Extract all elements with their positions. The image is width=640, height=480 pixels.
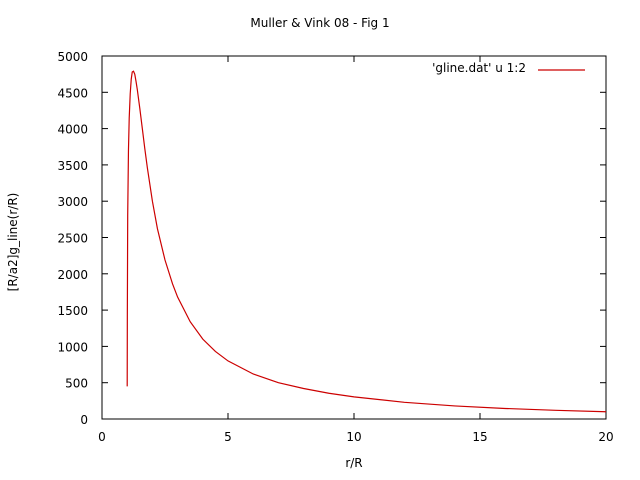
y-tick-label: 2500 <box>57 232 88 246</box>
chart-title: Muller & Vink 08 - Fig 1 <box>250 16 390 30</box>
x-tick-label: 10 <box>346 430 361 444</box>
x-tick-label: 15 <box>472 430 487 444</box>
y-tick-label: 2000 <box>57 268 88 282</box>
y-tick-label: 0 <box>80 413 88 427</box>
series-line <box>126 70 607 413</box>
x-tick-label: 0 <box>98 430 106 444</box>
x-axis-label: r/R <box>345 456 363 470</box>
plot-frame <box>101 55 607 420</box>
y-tick-label: 1500 <box>57 304 88 318</box>
y-tick-label: 4000 <box>57 123 88 137</box>
y-tick-label: 1000 <box>57 340 88 354</box>
y-tick-label: 5000 <box>57 50 88 64</box>
y-tick-label: 500 <box>65 377 88 391</box>
legend-entry-label: 'gline.dat' u 1:2 <box>432 61 526 75</box>
y-tick-label: 3500 <box>57 159 88 173</box>
y-tick-label: 3000 <box>57 195 88 209</box>
y-tick-label: 4500 <box>57 86 88 100</box>
x-tick-label: 5 <box>224 430 232 444</box>
x-tick-label: 20 <box>598 430 613 444</box>
